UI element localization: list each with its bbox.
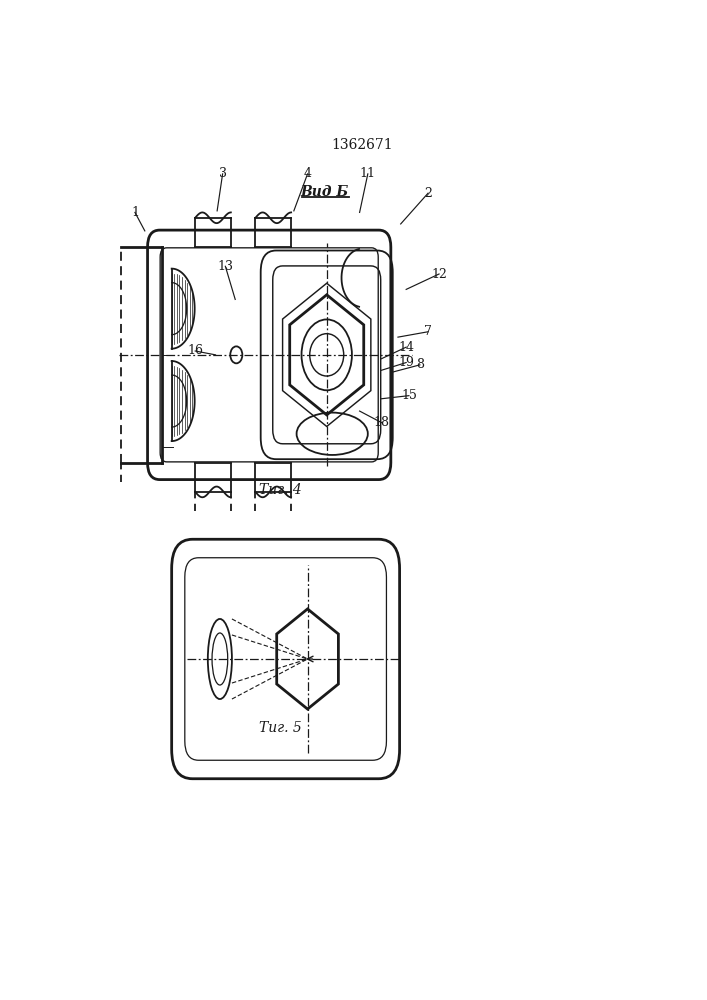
Text: 1: 1 bbox=[131, 206, 139, 219]
Text: 12: 12 bbox=[431, 267, 447, 280]
Text: 14: 14 bbox=[398, 341, 414, 354]
Text: 15: 15 bbox=[401, 389, 417, 402]
Text: 2: 2 bbox=[424, 187, 432, 200]
Text: Τиг. 5: Τиг. 5 bbox=[259, 721, 301, 735]
Text: Τиг. 4: Τиг. 4 bbox=[259, 483, 301, 497]
Text: 11: 11 bbox=[360, 167, 376, 180]
Text: 7: 7 bbox=[424, 325, 432, 338]
Text: 3: 3 bbox=[218, 167, 227, 180]
Text: 8: 8 bbox=[416, 358, 424, 371]
Text: 13: 13 bbox=[217, 260, 233, 273]
Text: 1362671: 1362671 bbox=[332, 138, 393, 152]
Text: 4: 4 bbox=[303, 167, 312, 180]
Text: Вид Б: Вид Б bbox=[300, 185, 348, 199]
Text: 16: 16 bbox=[187, 344, 203, 358]
Text: 18: 18 bbox=[373, 416, 390, 429]
Text: 19: 19 bbox=[398, 356, 414, 369]
